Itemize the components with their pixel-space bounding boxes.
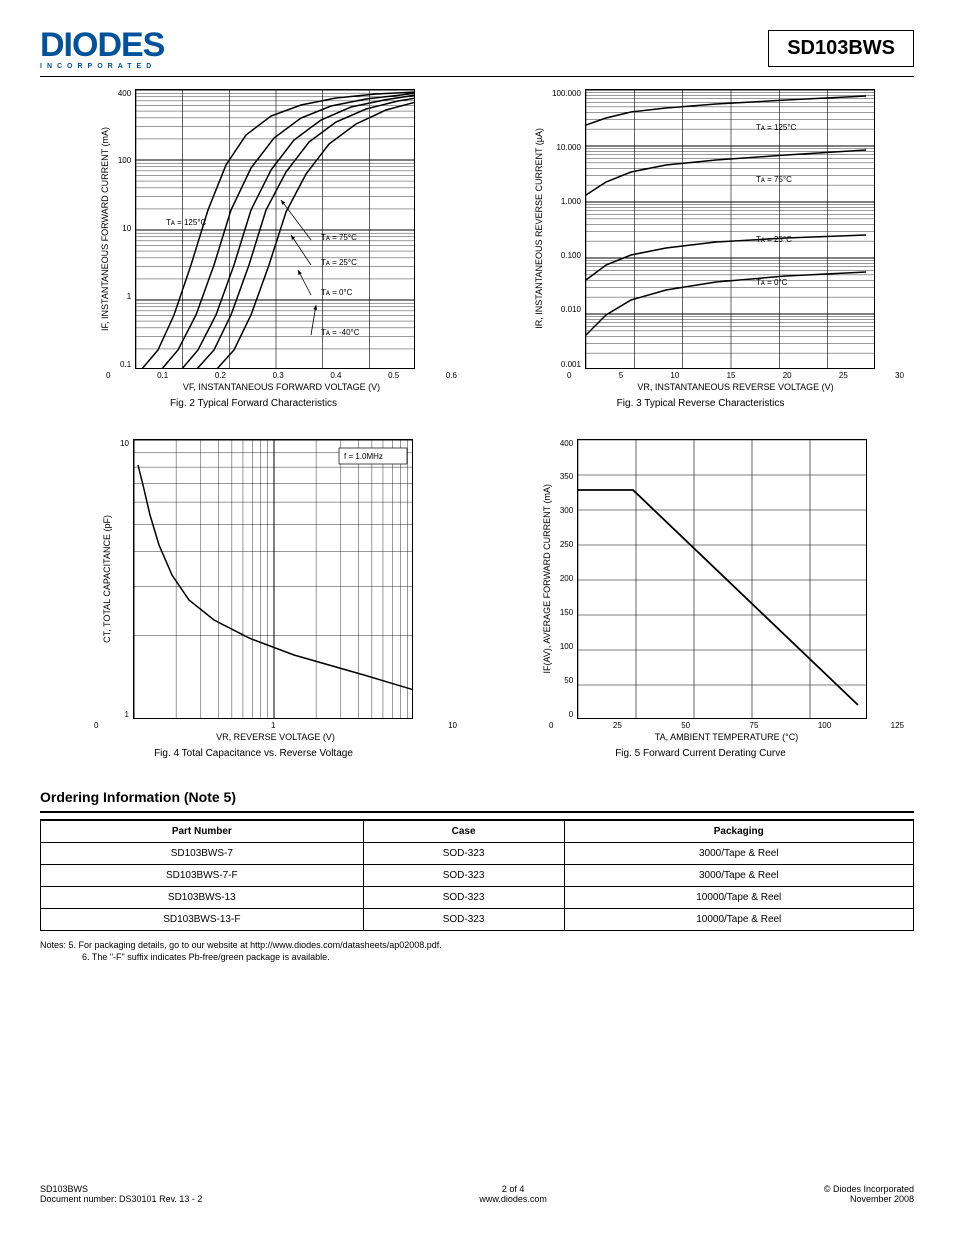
- part-number-box: SD103BWS: [768, 30, 914, 67]
- table-cell: SOD-323: [363, 908, 564, 930]
- footer-part: SD103BWS: [40, 1184, 202, 1194]
- ordering-table: Part NumberCasePackaging SD103BWS-7SOD-3…: [40, 819, 914, 931]
- table-cell: 3000/Tape & Reel: [564, 842, 913, 864]
- svg-text:f = 1.0MHz: f = 1.0MHz: [344, 452, 383, 461]
- footer-center: 2 of 4 www.diodes.com: [202, 1184, 823, 1204]
- footer: SD103BWS Document number: DS30101 Rev. 1…: [40, 1184, 914, 1204]
- table-cell: SD103BWS-7: [41, 842, 364, 864]
- ordering-title: Ordering Information (Note 5): [40, 789, 914, 805]
- fig3-chart: Tᴀ = 125°C Tᴀ = 75°C Tᴀ = 25°C Tᴀ = 0°C: [585, 89, 875, 369]
- table-row: SD103BWS-7-FSOD-3233000/Tape & Reel: [41, 864, 914, 886]
- footer-left: SD103BWS Document number: DS30101 Rev. 1…: [40, 1184, 202, 1204]
- fig4-xlabel: VR, REVERSE VOLTAGE (V): [94, 732, 457, 742]
- fig2-ylabel: IF, INSTANTANEOUS FORWARD CURRENT (mA): [100, 127, 110, 331]
- svg-text:Tᴀ = 25°C: Tᴀ = 25°C: [321, 258, 357, 267]
- table-row: SD103BWS-7SOD-3233000/Tape & Reel: [41, 842, 914, 864]
- fig5-yticks: 400350300250200150100500: [560, 439, 577, 719]
- table-header: Case: [363, 820, 564, 843]
- svg-text:Tᴀ = 0°C: Tᴀ = 0°C: [321, 288, 353, 297]
- notes: Notes: 5. For packaging details, go to o…: [40, 939, 914, 964]
- fig4-xticks: 0110: [94, 721, 457, 730]
- note-6: 6. The "-F" suffix indicates Pb-free/gre…: [40, 951, 914, 964]
- fig3-caption: Fig. 3 Typical Reverse Characteristics: [617, 398, 785, 409]
- table-cell: SOD-323: [363, 864, 564, 886]
- table-cell: SOD-323: [363, 842, 564, 864]
- table-cell: SOD-323: [363, 886, 564, 908]
- table-cell: SD103BWS-7-F: [41, 864, 364, 886]
- ordering-rule: [40, 811, 914, 813]
- table-cell: 3000/Tape & Reel: [564, 864, 913, 886]
- fig4-ylabel: CT, TOTAL CAPACITANCE (pF): [102, 515, 112, 643]
- logo-word: DIODES: [40, 30, 164, 61]
- fig3-yticks: 100.00010.0001.0000.1000.0100.001: [552, 89, 585, 369]
- footer-date: November 2008: [824, 1194, 914, 1204]
- svg-text:Tᴀ = 0°C: Tᴀ = 0°C: [756, 278, 788, 287]
- fig5-chart: [577, 439, 867, 719]
- fig5-xlabel: TA, AMBIENT TEMPERATURE (°C): [549, 732, 904, 742]
- footer-page: 2 of 4: [202, 1184, 823, 1194]
- header-rule: [40, 76, 914, 77]
- table-cell: SD103BWS-13-F: [41, 908, 364, 930]
- table-header: Part Number: [41, 820, 364, 843]
- fig2-xticks: 00.10.20.30.40.50.6: [106, 371, 457, 380]
- fig4-yticks: 101: [120, 439, 133, 719]
- fig2-yticks: 4001001010.1: [118, 89, 135, 369]
- fig3-ylabel: IR, INSTANTANEOUS REVERSE CURRENT (µA): [534, 128, 544, 329]
- note-5: Notes: 5. For packaging details, go to o…: [40, 939, 914, 952]
- fig2-xlabel: VF, INSTANTANEOUS FORWARD VOLTAGE (V): [106, 382, 457, 392]
- fig5-container: IF(AV), AVERAGE FORWARD CURRENT (mA) 400…: [497, 439, 904, 759]
- table-row: SD103BWS-13SOD-32310000/Tape & Reel: [41, 886, 914, 908]
- fig5-ylabel: IF(AV), AVERAGE FORWARD CURRENT (mA): [542, 484, 552, 674]
- fig3-container: IR, INSTANTANEOUS REVERSE CURRENT (µA) 1…: [497, 89, 904, 409]
- footer-url: www.diodes.com: [202, 1194, 823, 1204]
- fig2-container: IF, INSTANTANEOUS FORWARD CURRENT (mA) 4…: [50, 89, 457, 409]
- footer-doc: Document number: DS30101 Rev. 13 - 2: [40, 1194, 202, 1204]
- fig4-caption: Fig. 4 Total Capacitance vs. Reverse Vol…: [154, 748, 353, 759]
- fig5-caption: Fig. 5 Forward Current Derating Curve: [615, 748, 786, 759]
- svg-text:Tᴀ = 75°C: Tᴀ = 75°C: [321, 233, 357, 242]
- svg-text:Tᴀ = 25°C: Tᴀ = 25°C: [756, 235, 792, 244]
- fig3-xticks: 051015202530: [567, 371, 904, 380]
- table-cell: 10000/Tape & Reel: [564, 908, 913, 930]
- logo-sub: INCORPORATED: [40, 63, 164, 70]
- svg-text:Tᴀ = 75°C: Tᴀ = 75°C: [756, 175, 792, 184]
- table-cell: SD103BWS-13: [41, 886, 364, 908]
- table-header: Packaging: [564, 820, 913, 843]
- svg-text:Tᴀ = 125°C: Tᴀ = 125°C: [756, 123, 797, 132]
- svg-text:Tᴀ = 125°C: Tᴀ = 125°C: [166, 218, 207, 227]
- fig2-caption: Fig. 2 Typical Forward Characteristics: [170, 398, 337, 409]
- footer-copyright: © Diodes Incorporated: [824, 1184, 914, 1194]
- footer-right: © Diodes Incorporated November 2008: [824, 1184, 914, 1204]
- svg-text:Tᴀ = -40°C: Tᴀ = -40°C: [321, 328, 360, 337]
- fig3-xlabel: VR, INSTANTANEOUS REVERSE VOLTAGE (V): [567, 382, 904, 392]
- logo: DIODES INCORPORATED: [40, 30, 164, 70]
- fig5-xticks: 0255075100125: [549, 721, 904, 730]
- table-row: SD103BWS-13-FSOD-32310000/Tape & Reel: [41, 908, 914, 930]
- fig2-chart: Tᴀ = 125°C Tᴀ = 75°C Tᴀ = 25°C Tᴀ = 0°C Tᴀ =…: [135, 89, 415, 369]
- fig4-chart: f = 1.0MHz: [133, 439, 413, 719]
- fig4-container: CT, TOTAL CAPACITANCE (pF) 101 f = 1.0MH…: [50, 439, 457, 759]
- table-cell: 10000/Tape & Reel: [564, 886, 913, 908]
